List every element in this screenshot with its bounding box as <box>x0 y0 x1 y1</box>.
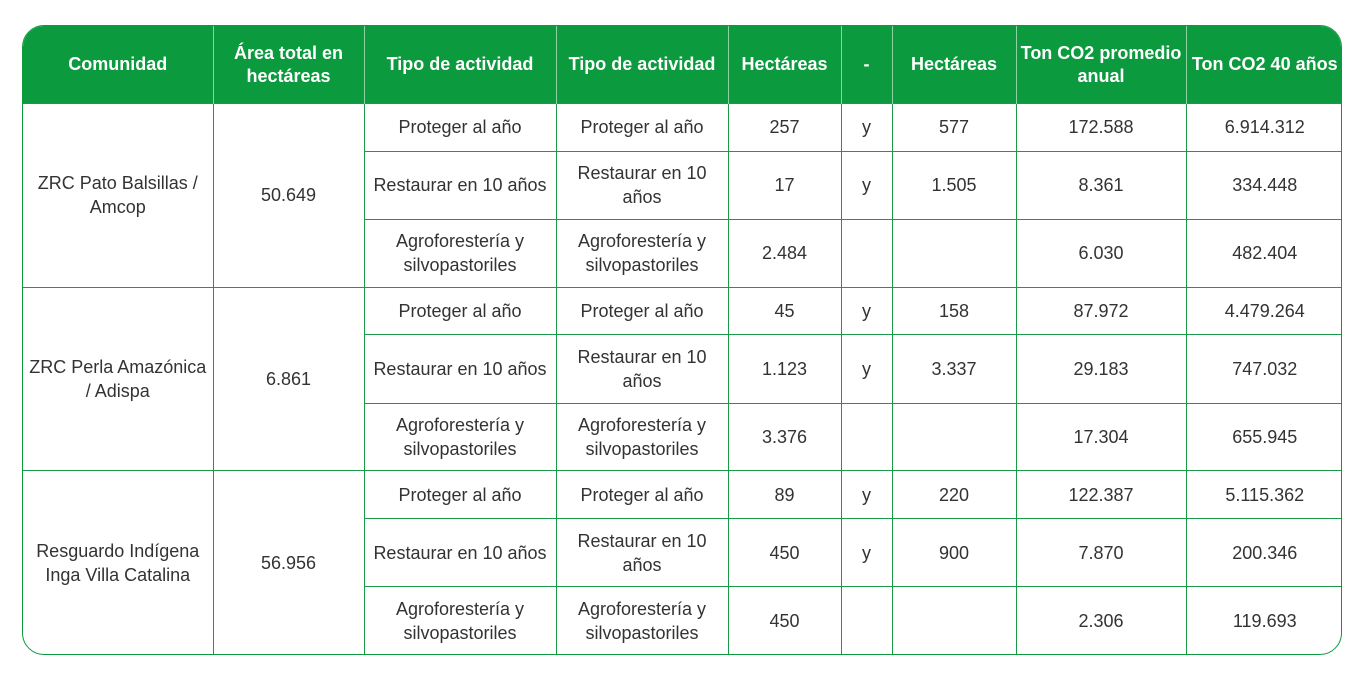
area-cell: 56.956 <box>212 470 364 654</box>
header-hectareas-1: Hectáreas <box>727 26 841 104</box>
hectareas-cell: 158 <box>891 286 1016 335</box>
header-ton-co2-promedio: Ton CO2 promedio anual <box>1015 26 1186 104</box>
ton-promedio-cell: 8.361 <box>1015 150 1186 220</box>
table-row: ZRC Perla Amazónica / Adispa 6.861 Prote… <box>23 286 1341 471</box>
ton-40-cell: 655.945 <box>1185 402 1341 471</box>
header-tipo-actividad-1: Tipo de actividad <box>363 26 556 104</box>
area-cell: 50.649 <box>212 103 364 288</box>
table-row: Restaurar en 10 años Restaurar en 10 año… <box>23 150 1341 220</box>
tipo-actividad-cell: Restaurar en 10 años <box>555 150 728 220</box>
ton-promedio-cell: 2.306 <box>1015 586 1186 654</box>
area-cell: 6.861 <box>212 286 364 471</box>
tipo-actividad-cell: Proteger al año <box>555 286 728 335</box>
header-separator: - <box>840 26 892 104</box>
tipo-actividad-cell: Restaurar en 10 años <box>363 517 556 587</box>
hectareas-cell: 257 <box>727 103 841 152</box>
ton-promedio-cell: 7.870 <box>1015 517 1186 587</box>
tipo-actividad-cell: Agroforestería y silvopastoriles <box>555 219 728 288</box>
tipo-actividad-cell: Restaurar en 10 años <box>555 334 728 404</box>
ton-promedio-cell: 29.183 <box>1015 334 1186 404</box>
header-comunidad: Comunidad <box>23 26 213 104</box>
tipo-actividad-cell: Agroforestería y silvopastoriles <box>363 402 556 471</box>
table-row: Restaurar en 10 años Restaurar en 10 año… <box>23 334 1341 404</box>
tipo-actividad-cell: Restaurar en 10 años <box>363 150 556 220</box>
ton-40-cell: 334.448 <box>1185 150 1341 220</box>
hectareas-cell: 3.337 <box>891 334 1016 404</box>
ton-40-cell: 200.346 <box>1185 517 1341 587</box>
tipo-actividad-cell: Proteger al año <box>363 103 556 152</box>
hectareas-cell <box>891 586 1016 654</box>
table-row: Restaurar en 10 años Restaurar en 10 año… <box>23 517 1341 587</box>
separator-cell: y <box>840 286 892 335</box>
table-row: ZRC Pato Balsillas / Amcop 50.649 Proteg… <box>23 103 1341 288</box>
tipo-actividad-cell: Proteger al año <box>555 470 728 519</box>
tipo-actividad-cell: Restaurar en 10 años <box>363 334 556 404</box>
tipo-actividad-cell: Proteger al año <box>363 470 556 519</box>
ton-40-cell: 5.115.362 <box>1185 470 1341 519</box>
table-header-row: Comunidad Área total en hectáreas Tipo d… <box>23 26 1341 104</box>
ton-40-cell: 6.914.312 <box>1185 103 1341 152</box>
separator-cell: y <box>840 103 892 152</box>
header-ton-co2-40: Ton CO2 40 años <box>1185 26 1341 104</box>
hectareas-cell: 577 <box>891 103 1016 152</box>
separator-cell: y <box>840 150 892 220</box>
hectareas-cell <box>891 219 1016 288</box>
hectareas-cell: 3.376 <box>727 402 841 471</box>
hectareas-cell: 89 <box>727 470 841 519</box>
hectareas-cell: 900 <box>891 517 1016 587</box>
ton-40-cell: 747.032 <box>1185 334 1341 404</box>
ton-promedio-cell: 6.030 <box>1015 219 1186 288</box>
tipo-actividad-cell: Agroforestería y silvopastoriles <box>555 402 728 471</box>
tipo-actividad-cell: Restaurar en 10 años <box>555 517 728 587</box>
ton-40-cell: 4.479.264 <box>1185 286 1341 335</box>
ton-promedio-cell: 17.304 <box>1015 402 1186 471</box>
carbon-table: Comunidad Área total en hectáreas Tipo d… <box>23 26 1341 654</box>
table-row: Agroforestería y silvopastoriles Agrofor… <box>23 219 1341 288</box>
hectareas-cell: 17 <box>727 150 841 220</box>
table-row: Agroforestería y silvopastoriles Agrofor… <box>23 586 1341 654</box>
ton-promedio-cell: 87.972 <box>1015 286 1186 335</box>
header-hectareas-2: Hectáreas <box>891 26 1016 104</box>
tipo-actividad-cell: Agroforestería y silvopastoriles <box>363 586 556 654</box>
hectareas-cell: 220 <box>891 470 1016 519</box>
hectareas-cell: 1.123 <box>727 334 841 404</box>
table-row: Agroforestería y silvopastoriles Agrofor… <box>23 402 1341 471</box>
tipo-actividad-cell: Proteger al año <box>555 103 728 152</box>
ton-40-cell: 482.404 <box>1185 219 1341 288</box>
separator-cell <box>840 219 892 288</box>
hectareas-cell: 450 <box>727 586 841 654</box>
hectareas-cell: 1.505 <box>891 150 1016 220</box>
separator-cell <box>840 586 892 654</box>
hectareas-cell <box>891 402 1016 471</box>
hectareas-cell: 45 <box>727 286 841 335</box>
tipo-actividad-cell: Proteger al año <box>363 286 556 335</box>
ton-promedio-cell: 122.387 <box>1015 470 1186 519</box>
tipo-actividad-cell: Agroforestería y silvopastoriles <box>363 219 556 288</box>
header-tipo-actividad-2: Tipo de actividad <box>555 26 728 104</box>
separator-cell: y <box>840 334 892 404</box>
ton-40-cell: 119.693 <box>1185 586 1341 654</box>
ton-promedio-cell: 172.588 <box>1015 103 1186 152</box>
hectareas-cell: 450 <box>727 517 841 587</box>
table-row: Resguardo Indígena Inga Villa Catalina 5… <box>23 470 1341 654</box>
separator-cell: y <box>840 470 892 519</box>
comunidad-cell: ZRC Pato Balsillas / Amcop <box>23 103 213 288</box>
separator-cell <box>840 402 892 471</box>
separator-cell: y <box>840 517 892 587</box>
comunidad-cell: ZRC Perla Amazónica / Adispa <box>23 286 213 471</box>
header-area-total: Área total en hectáreas <box>212 26 364 104</box>
tipo-actividad-cell: Agroforestería y silvopastoriles <box>555 586 728 654</box>
comunidad-cell: Resguardo Indígena Inga Villa Catalina <box>23 470 213 654</box>
hectareas-cell: 2.484 <box>727 219 841 288</box>
carbon-table-container: Comunidad Área total en hectáreas Tipo d… <box>22 25 1342 655</box>
